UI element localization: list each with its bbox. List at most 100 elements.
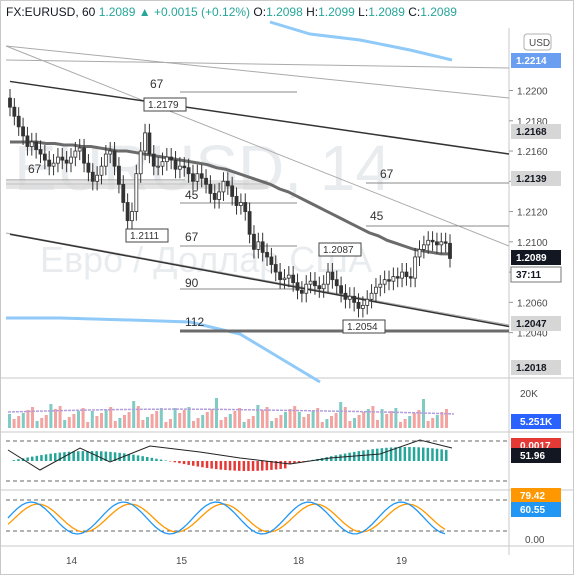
candle-body (382, 279, 387, 285)
volume-bar (417, 410, 421, 428)
price-tick-label: 1.2160 (517, 147, 548, 158)
price-change: +0.0015 (+0.12%) (153, 5, 251, 19)
volume-bar (113, 421, 117, 428)
macd-histogram-bar (118, 452, 121, 461)
candle-body (143, 132, 147, 152)
volume-bar (132, 401, 136, 428)
candle-body (64, 159, 69, 164)
volume-bar (399, 422, 402, 428)
macd-histogram-bar (224, 461, 227, 471)
macd-histogram-bar (58, 452, 62, 461)
candle-body (90, 171, 95, 182)
macd-histogram-bar (182, 461, 186, 465)
currency-button-label: USD (529, 38, 550, 49)
candle-body (286, 274, 291, 279)
macd-histogram-bar (422, 447, 425, 461)
candle-body (299, 289, 304, 294)
fib-level-label: 67 (185, 230, 199, 244)
candle-body (295, 282, 300, 291)
macd-histogram-bar (40, 455, 43, 461)
macd-histogram-bar (159, 459, 163, 461)
volume-ma-line (7, 408, 455, 415)
macd-histogram-bar (417, 447, 420, 461)
currency-button (523, 33, 552, 51)
macd-histogram-bar (408, 447, 411, 461)
macd-histogram-bar (31, 456, 34, 461)
price-badge-label: 1.2168 (516, 127, 547, 138)
candle-body (404, 271, 409, 278)
price-badge (511, 124, 561, 139)
candle-body (369, 292, 374, 300)
rsi-badge-label: 51.96 (520, 451, 545, 462)
macd-histogram-bar (297, 461, 301, 463)
macd-histogram-bar (251, 461, 255, 471)
stoch-d-badge-label: 79.42 (520, 491, 545, 502)
macd-histogram-bar (35, 455, 39, 461)
volume-bar (17, 416, 21, 428)
volume-bar (445, 409, 448, 428)
macd-histogram-bar (164, 460, 167, 461)
moving-average-line (10, 140, 450, 256)
macd-histogram-bar (81, 451, 85, 461)
volume-bar (288, 409, 292, 428)
price-tag-label: 1.2054 (347, 322, 378, 333)
volume-bar (293, 406, 297, 428)
price-tag: 1.2087 (318, 242, 362, 257)
price-tag-box (143, 97, 187, 112)
macd-histogram-bar (136, 455, 140, 461)
macd-histogram-bar (100, 451, 103, 461)
volume-bar (210, 409, 214, 428)
price-tag: 1.2111 (125, 228, 169, 243)
volume-bar (311, 411, 315, 428)
candle-body (374, 286, 378, 294)
watermark-symbol: EURUSD, 14 (14, 132, 391, 204)
volume-bar (31, 407, 34, 428)
macd-histogram-bar (412, 447, 416, 461)
stoch-d-badge (511, 488, 561, 502)
candle-body (204, 177, 208, 185)
candle-body (225, 180, 230, 187)
time-tick-label: 18 (293, 556, 305, 567)
macd-histogram-bar (67, 451, 71, 461)
macd-histogram-bar (26, 457, 29, 461)
macd-histogram-bar (150, 457, 154, 461)
candle-body (247, 211, 252, 235)
volume-bar (77, 411, 80, 428)
candle-body (60, 156, 65, 161)
volume-bar (385, 414, 389, 428)
volume-bar (205, 412, 209, 428)
candle-body (273, 264, 278, 273)
volume-bar (389, 411, 393, 428)
macd-histogram-bar (389, 447, 393, 461)
macd-histogram-bar (113, 452, 117, 461)
symbol-label[interactable]: FX:EURUSD, 60 (6, 5, 96, 19)
volume-bar (182, 410, 186, 428)
macd-histogram-bar (325, 457, 328, 461)
macd-histogram-bar (104, 451, 108, 461)
volume-bar (376, 420, 379, 428)
fib-level-label: 67 (380, 167, 394, 181)
fib-level-label: 67 (150, 77, 164, 91)
candle-body (16, 115, 21, 128)
fib-level-label: 67 (28, 162, 42, 176)
volume-bar (403, 419, 407, 428)
candle-body (278, 271, 282, 281)
price-tick-label: 1.2100 (517, 238, 548, 249)
candle-body (304, 283, 309, 294)
stoch-k-badge-label: 60.55 (520, 505, 545, 516)
volume-bar (86, 422, 90, 428)
up-triangle-icon: ▲ (138, 5, 151, 19)
volume-bar (54, 409, 57, 428)
channel-lower-trendline (9, 233, 510, 328)
fib-level-label: 112 (185, 315, 204, 329)
candle-body (256, 241, 261, 250)
volume-bar (325, 419, 329, 428)
price-badge (511, 316, 561, 331)
candle-body (243, 202, 248, 212)
volume-bar (58, 406, 62, 428)
volume-bar (72, 414, 76, 428)
candle-body (443, 241, 448, 244)
candle-body (230, 185, 235, 197)
candle-body (417, 248, 422, 258)
